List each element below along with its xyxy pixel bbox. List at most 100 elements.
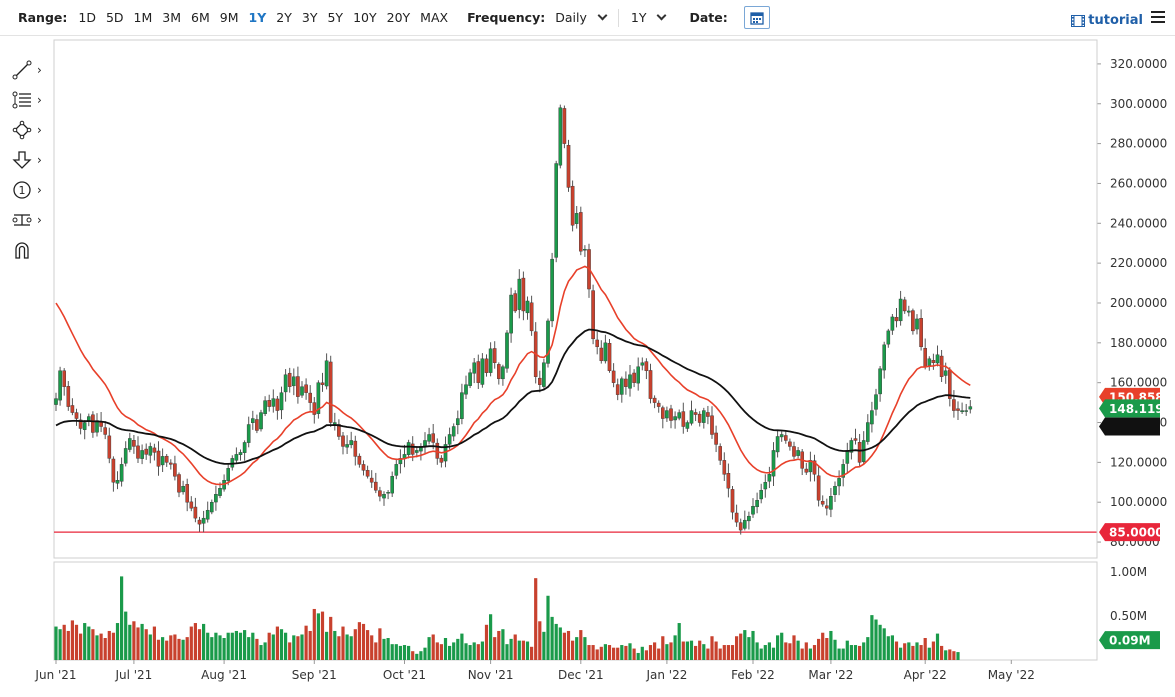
tool-shapes[interactable]: › xyxy=(12,115,52,145)
candle-body xyxy=(632,372,636,383)
volume-bar xyxy=(120,576,124,660)
tool-fibonacci[interactable]: › xyxy=(12,85,52,115)
volume-bar xyxy=(152,626,156,660)
range-9m[interactable]: 9M xyxy=(219,10,239,25)
volume-bar xyxy=(747,637,751,660)
tool-magnet[interactable] xyxy=(12,235,52,265)
candle-body xyxy=(685,422,690,429)
candle-body xyxy=(509,294,513,334)
volume-value-label-bg xyxy=(1099,631,1160,650)
tool-trendline[interactable]: › xyxy=(12,55,52,85)
candle xyxy=(644,358,649,380)
volume-bar xyxy=(181,639,185,660)
candle-body xyxy=(349,440,354,446)
calendar-button[interactable] xyxy=(743,6,770,29)
candle xyxy=(562,105,567,149)
candle xyxy=(968,400,973,414)
candle-body xyxy=(734,512,739,523)
volume-bar xyxy=(681,641,685,660)
volume-bar xyxy=(255,638,259,660)
range-2y[interactable]: 2Y xyxy=(276,10,292,25)
candle-body xyxy=(812,460,817,475)
volume-bar xyxy=(858,645,862,660)
ema-fast-line xyxy=(55,265,971,486)
volume-bar xyxy=(620,645,624,660)
candle xyxy=(181,480,185,495)
candle xyxy=(730,485,735,520)
volume-bar xyxy=(767,642,771,660)
candle xyxy=(103,421,107,440)
candle-body xyxy=(369,477,374,483)
candle xyxy=(152,443,157,461)
range-1m[interactable]: 1M xyxy=(133,10,153,25)
candle xyxy=(853,428,858,445)
candle xyxy=(423,432,427,454)
candle xyxy=(763,474,768,498)
candle xyxy=(341,431,345,455)
candle xyxy=(308,385,313,411)
volume-bar xyxy=(484,624,489,660)
volume-bar xyxy=(226,632,230,660)
candle xyxy=(861,431,866,465)
volume-bar xyxy=(300,634,304,660)
volume-bar xyxy=(521,640,525,660)
range-3y[interactable]: 3Y xyxy=(301,10,318,25)
frequency-dropdown[interactable]: Daily xyxy=(555,10,608,25)
candle xyxy=(127,432,132,453)
candle xyxy=(472,357,477,384)
candle xyxy=(706,405,710,425)
candle-body xyxy=(472,362,477,374)
candle-body xyxy=(480,358,485,385)
volume-bar xyxy=(320,611,325,660)
candle-body xyxy=(538,377,542,385)
range-5y[interactable]: 5Y xyxy=(327,10,344,25)
candle xyxy=(242,440,247,461)
expand-arrow-icon: › xyxy=(37,93,42,107)
range-3m[interactable]: 3M xyxy=(162,10,182,25)
range-5d[interactable]: 5D xyxy=(105,10,124,25)
hamburger-menu-icon[interactable] xyxy=(1151,11,1165,26)
candle xyxy=(845,442,850,474)
range-1y[interactable]: 1Y xyxy=(248,10,267,25)
support-price-label: 85.0000 xyxy=(1099,523,1164,542)
candle-body xyxy=(730,489,735,513)
candle xyxy=(140,444,144,465)
volume-bar xyxy=(476,644,480,660)
candle xyxy=(287,367,292,393)
volume-bar xyxy=(956,652,960,660)
candle xyxy=(58,366,62,406)
tool-arrow[interactable]: › xyxy=(12,145,52,175)
candle xyxy=(693,408,698,422)
candle-body xyxy=(517,278,522,310)
tool-number-marker[interactable]: 1 › xyxy=(12,175,52,205)
range-10y[interactable]: 10Y xyxy=(353,10,377,25)
volume-bar xyxy=(530,646,534,660)
candle xyxy=(784,431,788,444)
range-6m[interactable]: 6M xyxy=(191,10,210,25)
range-max[interactable]: MAX xyxy=(420,10,449,25)
candle xyxy=(628,365,632,397)
period-dropdown[interactable]: 1Y xyxy=(631,10,667,25)
candle xyxy=(517,269,522,319)
candle xyxy=(156,441,161,476)
candle-body xyxy=(960,410,964,413)
volume-bar xyxy=(423,647,427,660)
tutorial-link[interactable]: tutorial xyxy=(1071,13,1143,28)
candle-body xyxy=(86,416,91,421)
volume-bar xyxy=(702,644,706,660)
range-1d[interactable]: 1D xyxy=(78,10,96,25)
volume-bar xyxy=(878,624,882,660)
candle-body xyxy=(74,412,79,419)
price-tick-label: 220.0000 xyxy=(1110,256,1167,270)
candle-body xyxy=(54,398,58,405)
tool-measure[interactable]: › xyxy=(12,205,52,235)
volume-bar xyxy=(275,626,279,660)
range-20y[interactable]: 20Y xyxy=(386,10,411,25)
candle xyxy=(86,413,91,427)
candle-body xyxy=(693,412,698,415)
candle-body xyxy=(427,434,431,442)
candle-body xyxy=(250,418,255,424)
candle-body xyxy=(431,433,436,443)
time-tick-label: Apr '22 xyxy=(904,668,947,682)
